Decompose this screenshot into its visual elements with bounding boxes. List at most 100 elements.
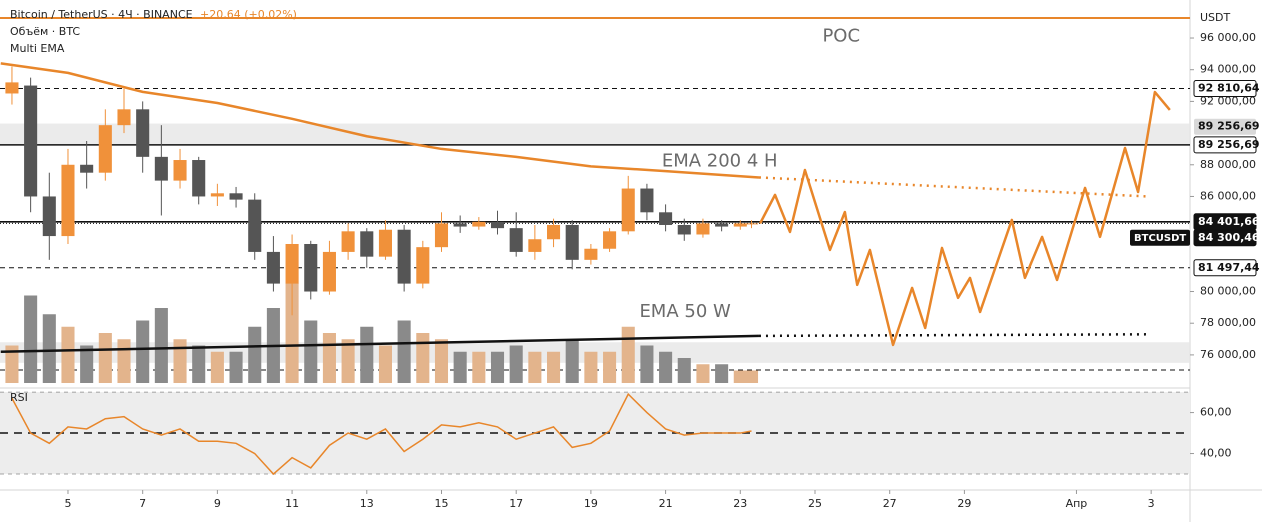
- x-tick-label: 13: [360, 497, 374, 510]
- candle-body: [528, 239, 542, 252]
- x-tick-label: 7: [139, 497, 146, 510]
- candle-body: [98, 125, 112, 173]
- ema-line: [758, 176, 1148, 198]
- volume-bar: [584, 351, 598, 383]
- symbol-title: Bitcoin / TetherUS · 4Ч · BINANCE: [10, 8, 193, 21]
- volume-bar: [621, 326, 635, 383]
- volume-bar: [416, 333, 430, 383]
- x-tick-label: 21: [659, 497, 673, 510]
- y-tick-label: 92 000,00: [1200, 94, 1256, 107]
- candle-body: [584, 248, 598, 260]
- candle-body: [490, 221, 505, 229]
- volume-label: Объём · BTC: [10, 25, 80, 38]
- volume-bar: [117, 339, 131, 383]
- volume-bar: [696, 364, 710, 383]
- volume-bar: [547, 351, 561, 383]
- candle-body: [621, 188, 635, 232]
- candle-body: [24, 85, 38, 197]
- volume-bar: [434, 339, 449, 383]
- candle-body: [341, 231, 355, 252]
- y-tick-label: 94 000,00: [1200, 63, 1256, 76]
- line-label: POC: [822, 25, 860, 46]
- candle-body: [733, 223, 747, 227]
- candle-body: [565, 224, 579, 260]
- y-tick-label: 88 000,00: [1200, 158, 1256, 171]
- volume-bar: [490, 351, 505, 383]
- price-badge-label: 92 810,64: [1198, 82, 1260, 95]
- volume-bar: [24, 295, 38, 383]
- candle-body: [322, 251, 336, 292]
- volume-bar: [229, 351, 243, 383]
- candle-body: [42, 196, 56, 237]
- candle-body: [416, 247, 430, 284]
- backgrounds: [0, 17, 1190, 475]
- volume-bar: [397, 320, 411, 383]
- volume-bar: [733, 370, 747, 383]
- candle-body: [304, 243, 318, 292]
- candle-body: [266, 251, 280, 284]
- price-change: +20,64 (+0,02%): [200, 8, 297, 21]
- ema-line: [0, 62, 760, 179]
- volume-bar: [565, 339, 579, 383]
- candle-body: [360, 231, 374, 257]
- y-tick-label: 76 000,00: [1200, 348, 1256, 361]
- price-badge: [1194, 118, 1256, 135]
- volume-bar: [453, 351, 467, 383]
- x-tick-label: 29: [957, 497, 971, 510]
- y-tick-label: 80 000,00: [1200, 285, 1256, 298]
- x-tick-label: 19: [584, 497, 598, 510]
- projection-line: [758, 90, 1171, 347]
- candle-body: [173, 160, 187, 181]
- y-tick-label: 86 000,00: [1200, 189, 1256, 202]
- x-tick-label: 11: [285, 497, 299, 510]
- volume-bar: [173, 339, 187, 383]
- ema-line: [0, 334, 759, 353]
- volume-bar: [528, 351, 542, 383]
- candle-body: [677, 224, 691, 235]
- x-tick-label: 17: [509, 497, 523, 510]
- volume-bar: [677, 358, 691, 383]
- volume-bar: [80, 345, 94, 383]
- price-badge-label: 84 300,46: [1198, 231, 1260, 244]
- line-label: EMA 200 4 H: [662, 151, 778, 172]
- volume-bar: [715, 364, 729, 383]
- x-tick-label: Апр: [1066, 497, 1088, 510]
- volume-bar: [154, 308, 168, 383]
- candle-body: [229, 193, 243, 200]
- candle-body: [397, 229, 411, 284]
- volume-bar: [136, 320, 150, 383]
- candle-body: [80, 164, 94, 173]
- volume-bar: [248, 326, 262, 383]
- volume-bar: [285, 283, 299, 383]
- price-badge-label: 89 256,69: [1198, 138, 1260, 151]
- x-tick-label: 23: [733, 497, 747, 510]
- ema-line: [758, 333, 1148, 338]
- x-tick-label: 3: [1148, 497, 1155, 510]
- candle-body: [192, 160, 206, 197]
- candle-body: [696, 223, 710, 235]
- price-badge-label: 81 497,44: [1198, 261, 1260, 274]
- candle-body: [248, 199, 262, 252]
- zone: [0, 123, 1190, 145]
- volume-bar: [603, 351, 617, 383]
- symbol-tag-label: BTCUSDT: [1134, 233, 1186, 244]
- candle-body: [285, 243, 299, 284]
- candle-body: [603, 231, 617, 249]
- price-badge: [1193, 136, 1257, 154]
- candle-body: [136, 109, 150, 157]
- volume-bar: [341, 339, 355, 383]
- volume-bar: [509, 345, 523, 383]
- candle-body: [154, 156, 168, 181]
- volume-bar: [360, 326, 374, 383]
- price-badge: [1193, 80, 1257, 98]
- candle-body: [715, 223, 729, 227]
- volume-bar: [61, 326, 75, 383]
- candle-body: [61, 164, 75, 237]
- candle-body: [509, 228, 523, 252]
- volume-bar: [42, 314, 56, 383]
- price-badge: [1193, 229, 1257, 247]
- volume-bar: [5, 345, 19, 383]
- volume-bar: [472, 351, 486, 383]
- volume-bar: [640, 345, 654, 383]
- price-badge-label: 84 401,66: [1198, 215, 1260, 228]
